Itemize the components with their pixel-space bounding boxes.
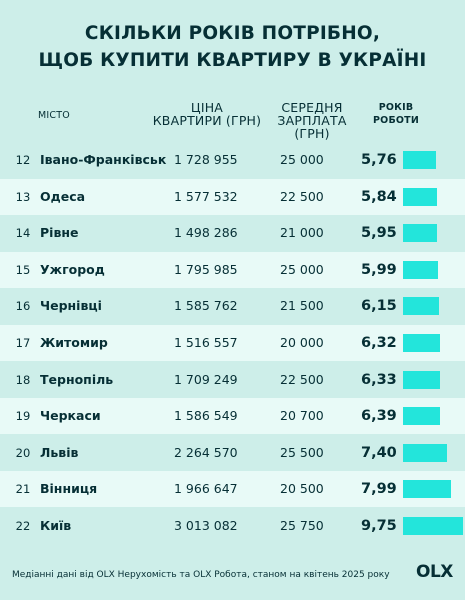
- row-bar: [403, 480, 452, 499]
- row-city: Чернівці: [40, 298, 102, 314]
- row-rank: 16: [15, 299, 31, 314]
- row-salary: 22 500: [280, 371, 324, 387]
- row-price: 1 577 532: [174, 188, 238, 204]
- row-city: Черкаси: [40, 408, 101, 424]
- row-years: 7,99: [361, 481, 397, 498]
- row-salary: 25 000: [280, 261, 324, 277]
- row-city: Рівне: [40, 225, 79, 241]
- row-salary: 20 000: [280, 335, 324, 350]
- row-years: 6,33: [361, 371, 397, 388]
- header-city: МІСТО: [38, 110, 70, 121]
- row-salary: 20 700: [280, 408, 324, 424]
- header-years-line-1: РОКІВ: [378, 102, 414, 113]
- row-city: Тернопіль: [40, 371, 114, 387]
- row-rank: 15: [15, 262, 31, 277]
- row-price: 1 795 985: [174, 261, 238, 277]
- header-salary-line-1: СЕРЕДНЯ: [281, 100, 343, 115]
- row-rank: 17: [15, 336, 31, 350]
- row-years: 5,84: [361, 188, 397, 205]
- row-city: Івано-Франківськ: [40, 152, 167, 167]
- table-row: 14 Рівне 1 498 286 21 000 5,95: [0, 215, 465, 251]
- header-years: РОКІВ РОБОТИ: [360, 101, 432, 127]
- row-years: 6,15: [361, 298, 397, 315]
- row-price: 3 013 082: [174, 518, 238, 533]
- row-price: 1 728 955: [174, 152, 238, 167]
- row-price: 1 516 557: [174, 335, 238, 350]
- row-bar: [403, 370, 440, 389]
- row-bar: [403, 151, 436, 169]
- row-bar: [403, 187, 437, 206]
- row-salary: 25 750: [280, 518, 324, 533]
- row-price: 1 498 286: [174, 225, 238, 241]
- row-years: 5,95: [361, 225, 397, 242]
- row-city: Одеса: [40, 188, 86, 204]
- row-rank: 20: [15, 445, 31, 460]
- row-rank: 14: [15, 226, 31, 241]
- table-row: 21 Вінниця 1 966 647 20 500 7,99: [0, 471, 465, 508]
- row-city: Житомир: [40, 335, 108, 350]
- row-price: 1 585 762: [174, 298, 238, 314]
- row-years: 5,76: [361, 152, 397, 168]
- row-city: Ужгород: [40, 261, 105, 277]
- row-rank: 13: [15, 189, 31, 204]
- row-city: Вінниця: [40, 481, 98, 497]
- row-price: 1 586 549: [174, 408, 238, 424]
- header-salary: СЕРЕДНЯ ЗАРПЛАТА (ГРН): [262, 101, 362, 140]
- row-city: Львів: [40, 444, 79, 460]
- row-salary: 21 500: [280, 298, 324, 314]
- row-bar: [403, 517, 463, 535]
- header-price: ЦІНА КВАРТИРИ (ГРН): [152, 101, 262, 127]
- row-years: 7,40: [361, 444, 397, 461]
- row-rank: 12: [15, 153, 31, 167]
- footer-note: Медіанні дані від OLX Нерухомість та OLX…: [12, 570, 390, 580]
- row-salary: 25 500: [280, 444, 324, 460]
- chart-title: СКІЛЬКИ РОКІВ ПОТРІБНО, ЩОБ КУПИТИ КВАРТ…: [0, 20, 465, 74]
- row-rank: 19: [15, 409, 31, 424]
- row-rank: 22: [15, 519, 31, 533]
- row-city: Київ: [40, 518, 72, 533]
- row-years: 9,75: [361, 518, 397, 534]
- row-salary: 22 500: [280, 188, 324, 204]
- row-price: 1 709 249: [174, 371, 238, 387]
- table-row: 12 Івано-Франківськ 1 728 955 25 000 5,76: [0, 142, 465, 178]
- header-years-line-2: РОБОТИ: [373, 115, 419, 126]
- row-bar: [403, 443, 448, 462]
- row-salary: 21 000: [280, 225, 324, 241]
- row-years: 6,32: [361, 335, 397, 351]
- row-rank: 18: [15, 372, 31, 387]
- table-row: 22 Київ 3 013 082 25 750 9,75: [0, 508, 465, 544]
- table-row: 20 Львів 2 264 570 25 500 7,40: [0, 435, 465, 471]
- row-salary: 25 000: [280, 152, 324, 167]
- row-bar: [403, 297, 439, 316]
- row-salary: 20 500: [280, 481, 324, 497]
- header-price-line-1: ЦІНА: [190, 100, 224, 115]
- row-price: 2 264 570: [174, 444, 238, 460]
- row-bar: [403, 260, 438, 279]
- title-line-1: СКІЛЬКИ РОКІВ ПОТРІБНО,: [84, 23, 381, 44]
- row-rank: 21: [15, 482, 31, 497]
- table-row: 19 Черкаси 1 586 549 20 700 6,39: [0, 398, 465, 435]
- header-price-line-2: КВАРТИРИ (ГРН): [152, 113, 262, 128]
- row-years: 5,99: [361, 261, 397, 278]
- row-bar: [403, 224, 438, 243]
- row-price: 1 966 647: [174, 481, 238, 497]
- row-years: 6,39: [361, 408, 397, 425]
- olx-logo: OLX: [416, 562, 453, 582]
- row-bar: [403, 334, 440, 352]
- table-row: 17 Житомир 1 516 557 20 000 6,32: [0, 325, 465, 361]
- table-row: 13 Одеса 1 577 532 22 500 5,84: [0, 178, 465, 215]
- table-row: 15 Ужгород 1 795 985 25 000 5,99: [0, 251, 465, 288]
- row-bar: [403, 407, 441, 426]
- title-line-2: ЩОБ КУПИТИ КВАРТИРУ В УКРАЇНІ: [38, 50, 427, 71]
- table-row: 18 Тернопіль 1 709 249 22 500 6,33: [0, 362, 465, 398]
- table-row: 16 Чернівці 1 585 762 21 500 6,15: [0, 288, 465, 324]
- header-salary-line-2: ЗАРПЛАТА (ГРН): [277, 113, 347, 141]
